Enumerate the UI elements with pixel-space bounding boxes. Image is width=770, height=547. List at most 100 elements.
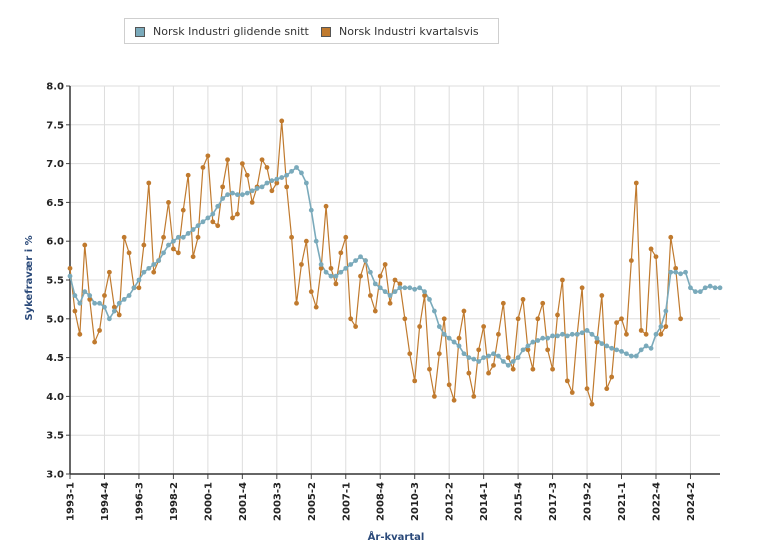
data-point-moving-average-81[interactable] [466,355,472,360]
data-point-moving-average-70[interactable] [412,286,418,292]
data-point-quarterly-43[interactable] [279,118,285,124]
data-point-quarterly-26[interactable] [195,234,201,240]
data-point-moving-average-21[interactable] [171,238,176,244]
data-point-moving-average-99[interactable] [555,333,560,339]
data-point-quarterly-3[interactable] [82,242,88,248]
data-point-quarterly-33[interactable] [230,215,235,221]
data-point-quarterly-111[interactable] [614,320,619,326]
data-point-moving-average-32[interactable] [225,192,230,198]
data-point-quarterly-11[interactable] [121,234,127,240]
data-point-quarterly-53[interactable] [328,265,334,271]
data-point-moving-average-76[interactable] [441,331,447,337]
data-point-quarterly-54[interactable] [333,281,339,287]
data-point-moving-average-41[interactable] [269,178,275,184]
data-point-moving-average-97[interactable] [545,335,551,341]
data-point-moving-average-94[interactable] [530,339,536,345]
data-point-quarterly-82[interactable] [471,394,477,399]
data-point-quarterly-79[interactable] [456,335,462,341]
data-point-quarterly-21[interactable] [171,246,176,252]
data-point-moving-average-121[interactable] [663,308,669,314]
data-point-quarterly-2[interactable] [77,331,83,337]
data-point-quarterly-101[interactable] [564,378,570,384]
data-point-moving-average-51[interactable] [318,262,324,267]
data-point-moving-average-27[interactable] [200,219,206,225]
data-point-moving-average-67[interactable] [397,285,403,291]
data-point-moving-average-132[interactable] [717,285,723,291]
data-point-quarterly-87[interactable] [496,331,501,337]
data-point-quarterly-115[interactable] [633,180,639,186]
data-point-quarterly-44[interactable] [284,184,290,190]
data-point-moving-average-4[interactable] [87,293,93,298]
data-point-moving-average-124[interactable] [678,271,684,277]
data-point-moving-average-58[interactable] [353,258,359,263]
data-point-moving-average-126[interactable] [688,285,693,291]
data-point-quarterly-90[interactable] [510,366,516,372]
data-point-moving-average-64[interactable] [382,289,388,295]
data-point-moving-average-11[interactable] [121,297,127,302]
data-point-quarterly-72[interactable] [422,293,427,298]
data-point-moving-average-30[interactable] [215,203,221,209]
data-point-quarterly-65[interactable] [387,300,393,306]
data-point-moving-average-106[interactable] [589,331,595,337]
data-point-quarterly-113[interactable] [624,331,629,337]
data-point-moving-average-12[interactable] [126,293,132,298]
data-point-quarterly-45[interactable] [289,234,294,240]
data-point-moving-average-107[interactable] [594,335,600,341]
data-point-quarterly-114[interactable] [628,258,634,263]
data-point-quarterly-108[interactable] [599,293,605,298]
data-point-quarterly-107[interactable] [594,339,600,345]
data-point-quarterly-29[interactable] [210,219,216,225]
data-point-quarterly-120[interactable] [658,331,664,337]
data-point-quarterly-88[interactable] [500,300,506,306]
data-point-moving-average-102[interactable] [569,331,575,337]
data-point-quarterly-122[interactable] [668,234,674,240]
data-point-moving-average-119[interactable] [653,331,659,337]
data-point-moving-average-3[interactable] [82,289,88,295]
data-point-quarterly-47[interactable] [299,262,304,267]
data-point-quarterly-74[interactable] [431,394,437,399]
data-point-moving-average-34[interactable] [235,192,240,198]
data-point-moving-average-118[interactable] [648,345,654,351]
data-point-moving-average-10[interactable] [116,300,122,306]
data-point-moving-average-0[interactable] [67,273,73,279]
data-point-quarterly-1[interactable] [72,308,78,314]
data-point-quarterly-106[interactable] [589,401,595,407]
data-point-quarterly-121[interactable] [663,324,669,329]
data-point-moving-average-17[interactable] [151,262,157,267]
data-point-moving-average-95[interactable] [535,338,541,343]
data-point-moving-average-116[interactable] [638,347,644,353]
data-point-moving-average-80[interactable] [461,351,467,357]
data-point-moving-average-74[interactable] [431,308,437,314]
data-point-moving-average-115[interactable] [633,353,639,359]
data-point-moving-average-128[interactable] [697,289,703,295]
data-point-moving-average-89[interactable] [505,362,511,368]
data-point-quarterly-83[interactable] [476,347,482,353]
data-point-quarterly-112[interactable] [619,316,624,322]
data-point-quarterly-39[interactable] [259,157,265,163]
data-point-moving-average-100[interactable] [560,331,565,337]
data-point-moving-average-23[interactable] [180,234,186,240]
data-point-moving-average-55[interactable] [338,269,344,275]
data-point-quarterly-57[interactable] [348,316,354,322]
data-point-moving-average-53[interactable] [328,273,334,279]
data-point-quarterly-37[interactable] [249,200,255,205]
data-point-moving-average-54[interactable] [333,273,339,279]
data-point-moving-average-52[interactable] [323,269,329,275]
data-point-moving-average-28[interactable] [205,215,211,221]
data-point-quarterly-20[interactable] [166,200,171,205]
data-point-moving-average-110[interactable] [609,345,615,351]
data-point-moving-average-93[interactable] [525,343,531,349]
data-point-quarterly-124[interactable] [678,316,684,322]
data-point-moving-average-48[interactable] [303,180,309,186]
data-point-quarterly-78[interactable] [451,397,457,403]
data-point-moving-average-109[interactable] [604,343,610,349]
data-point-quarterly-119[interactable] [653,254,659,260]
data-point-quarterly-34[interactable] [235,211,240,217]
data-point-quarterly-23[interactable] [180,207,186,213]
data-point-quarterly-41[interactable] [269,188,275,194]
data-point-moving-average-129[interactable] [702,285,708,291]
data-point-quarterly-58[interactable] [353,324,359,329]
data-point-quarterly-109[interactable] [604,386,610,392]
data-point-moving-average-44[interactable] [284,172,290,178]
data-point-quarterly-110[interactable] [609,374,615,380]
